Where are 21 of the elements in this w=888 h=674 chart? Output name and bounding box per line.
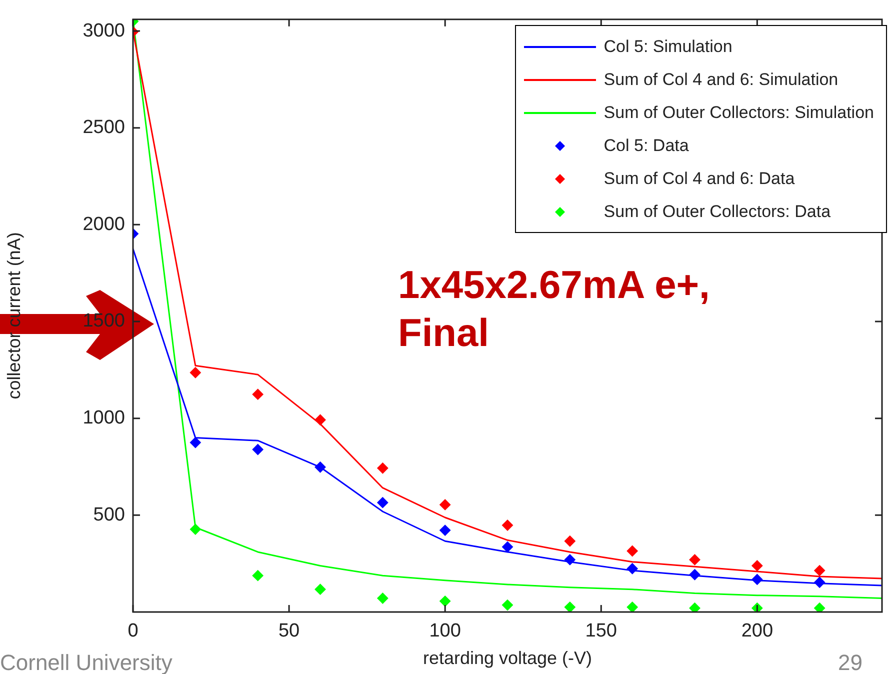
text: 29 xyxy=(838,650,862,674)
legend-label: Sum of Outer Collectors: Simulation xyxy=(604,102,874,122)
legend-label: Sum of Outer Collectors: Data xyxy=(604,202,831,222)
y-tick-label: 1000 xyxy=(82,408,125,429)
y-tick-label: 2500 xyxy=(82,117,125,138)
annotation: 1x45x2.67mA e+, Final xyxy=(398,263,711,357)
x-tick-label: 100 xyxy=(429,620,461,642)
x-tick-label: 150 xyxy=(585,620,617,642)
legend-label: Col 5: Simulation xyxy=(604,36,732,56)
x-tick-label: 0 xyxy=(128,620,138,642)
legend-label: Sum of Col 4 and 6: Simulation xyxy=(604,70,838,90)
y-tick-label: 2000 xyxy=(82,214,125,235)
x-axis-title: retarding voltage (-V) xyxy=(422,648,592,668)
legend-label: Sum of Col 4 and 6: Data xyxy=(604,168,795,188)
legend-label: Col 5: Data xyxy=(604,136,689,156)
y-tick-label: 3000 xyxy=(82,20,125,42)
y-tick-label: 1500 xyxy=(82,310,125,332)
y-tick-label: 500 xyxy=(93,504,125,526)
y-axis-title: collector current (nA) xyxy=(4,232,24,400)
x-tick-label: 50 xyxy=(278,620,300,642)
x-tick-label: 200 xyxy=(741,620,774,642)
